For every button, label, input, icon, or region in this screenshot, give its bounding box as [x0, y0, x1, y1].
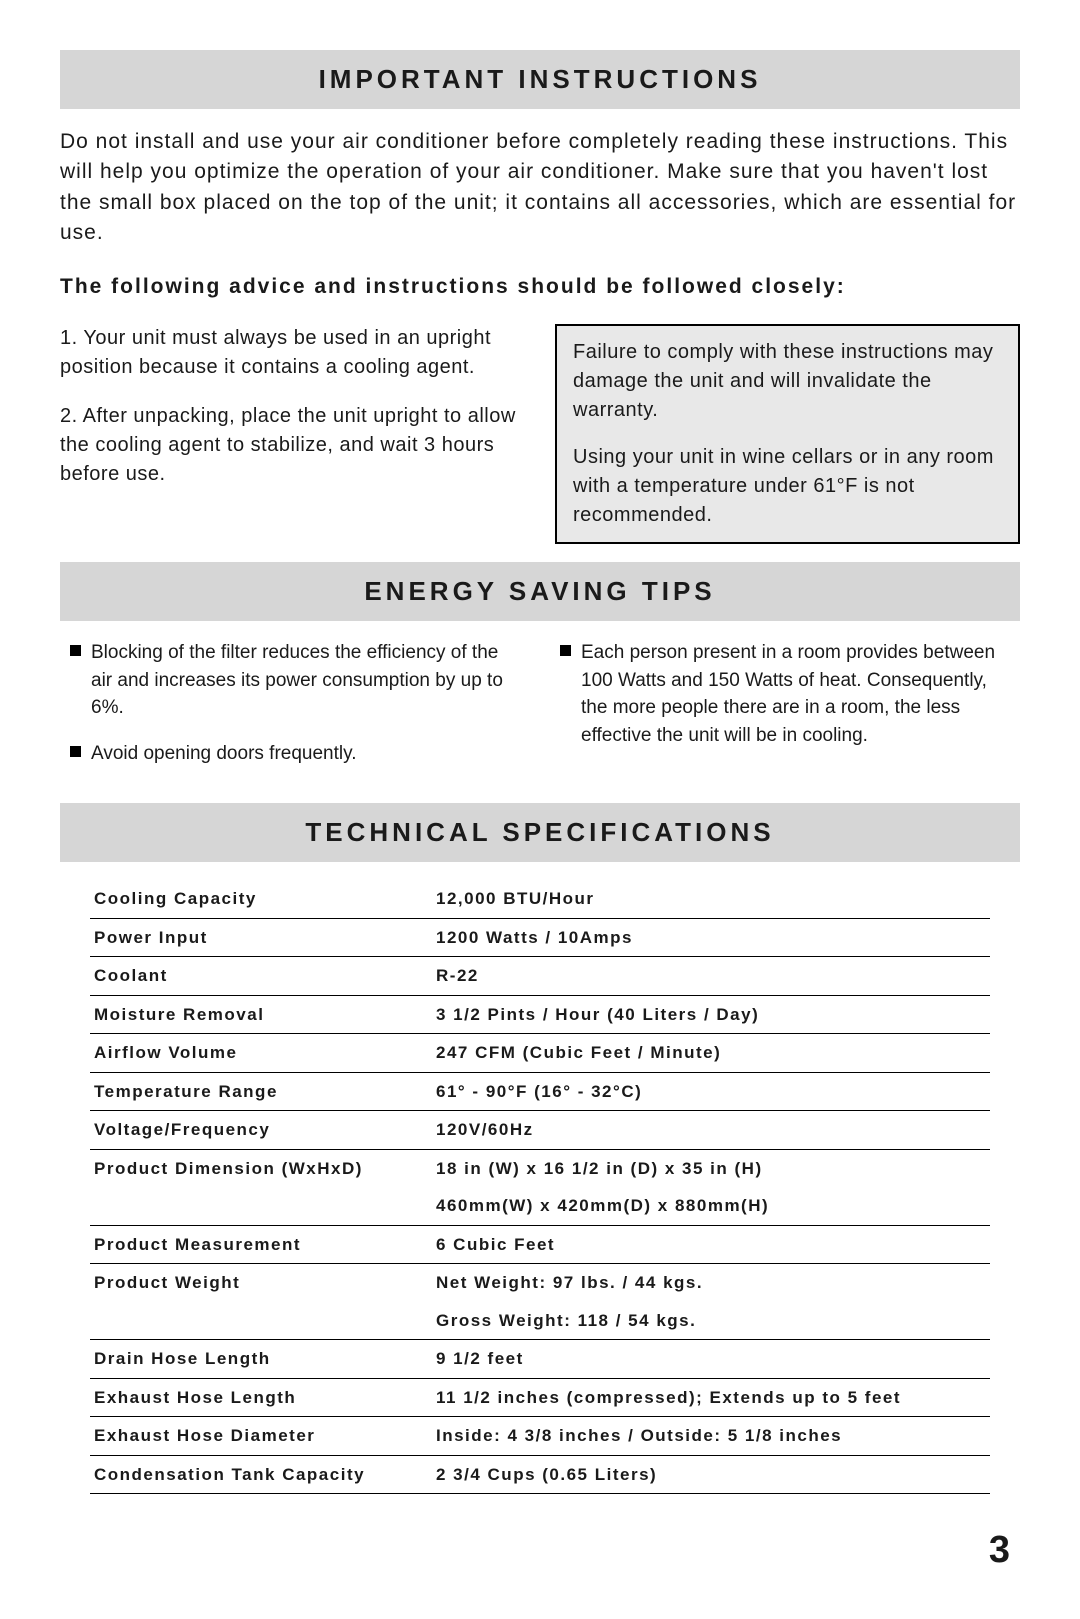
spec-label: Product Dimension (WxHxD) [90, 1149, 432, 1187]
spec-value: 12,000 BTU/Hour [432, 880, 990, 918]
spec-value: 18 in (W) x 16 1/2 in (D) x 35 in (H) [432, 1149, 990, 1187]
spec-label: Coolant [90, 957, 432, 996]
spec-row: Moisture Removal3 1/2 Pints / Hour (40 L… [90, 995, 990, 1034]
spec-row: Voltage/Frequency120V/60Hz [90, 1111, 990, 1150]
instructions-left: 1. Your unit must always be used in an u… [60, 324, 525, 544]
spec-value: 247 CFM (Cubic Feet / Minute) [432, 1034, 990, 1073]
spec-value: 3 1/2 Pints / Hour (40 Liters / Day) [432, 995, 990, 1034]
instructions-right: Failure to comply with these instruction… [555, 324, 1020, 544]
energy-tips-columns: Blocking of the filter reduces the effic… [70, 639, 1010, 785]
spec-label: Airflow Volume [90, 1034, 432, 1073]
section-header-important: IMPORTANT INSTRUCTIONS [60, 50, 1020, 109]
bullet-square-icon [70, 645, 81, 656]
tip-text: Each person present in a room provides b… [581, 639, 1010, 749]
tip-doors: Avoid opening doors frequently. [70, 740, 520, 768]
spec-value: 9 1/2 feet [432, 1340, 990, 1379]
spec-value: Net Weight: 97 lbs. / 44 kgs. [432, 1264, 990, 1302]
spec-label: Moisture Removal [90, 995, 432, 1034]
spec-row: Gross Weight: 118 / 54 kgs. [90, 1302, 990, 1340]
spec-value: 120V/60Hz [432, 1111, 990, 1150]
instructions-columns: 1. Your unit must always be used in an u… [60, 324, 1020, 544]
spec-label: Cooling Capacity [90, 880, 432, 918]
bullet-square-icon [70, 746, 81, 757]
specs-table: Cooling Capacity12,000 BTU/Hour Power In… [90, 880, 990, 1494]
spec-row: CoolantR-22 [90, 957, 990, 996]
instruction-1: 1. Your unit must always be used in an u… [60, 324, 525, 382]
spec-label: Condensation Tank Capacity [90, 1455, 432, 1494]
tip-people: Each person present in a room provides b… [560, 639, 1010, 749]
spec-row: Cooling Capacity12,000 BTU/Hour [90, 880, 990, 918]
spec-value: 6 Cubic Feet [432, 1225, 990, 1264]
spec-row: Product WeightNet Weight: 97 lbs. / 44 k… [90, 1264, 990, 1302]
spec-value: Gross Weight: 118 / 54 kgs. [432, 1302, 990, 1340]
spec-row: Drain Hose Length9 1/2 feet [90, 1340, 990, 1379]
spec-label [90, 1302, 432, 1340]
spec-row: Product Measurement6 Cubic Feet [90, 1225, 990, 1264]
spec-row: Exhaust Hose DiameterInside: 4 3/8 inche… [90, 1417, 990, 1456]
spec-label: Voltage/Frequency [90, 1111, 432, 1150]
warning-box: Failure to comply with these instruction… [555, 324, 1020, 544]
spec-label: Power Input [90, 918, 432, 957]
spec-label: Product Weight [90, 1264, 432, 1302]
warning-2: Using your unit in wine cellars or in an… [573, 443, 1002, 530]
tips-left: Blocking of the filter reduces the effic… [70, 639, 520, 785]
tip-text: Avoid opening doors frequently. [91, 740, 356, 768]
spec-value: 11 1/2 inches (compressed); Extends up t… [432, 1378, 990, 1417]
page-number: 3 [60, 1522, 1020, 1579]
spec-label: Exhaust Hose Length [90, 1378, 432, 1417]
spec-row: Temperature Range61° - 90°F (16° - 32°C) [90, 1072, 990, 1111]
intro-paragraph: Do not install and use your air conditio… [60, 127, 1020, 249]
spec-label: Product Measurement [90, 1225, 432, 1264]
tip-filter: Blocking of the filter reduces the effic… [70, 639, 520, 722]
section-header-energy: ENERGY SAVING TIPS [60, 562, 1020, 621]
spec-label [90, 1187, 432, 1225]
spec-row: Power Input1200 Watts / 10Amps [90, 918, 990, 957]
spec-value: 1200 Watts / 10Amps [432, 918, 990, 957]
spec-row: 460mm(W) x 420mm(D) x 880mm(H) [90, 1187, 990, 1225]
bullet-square-icon [560, 645, 571, 656]
warning-1: Failure to comply with these instruction… [573, 338, 1002, 425]
spec-row: Airflow Volume247 CFM (Cubic Feet / Minu… [90, 1034, 990, 1073]
tip-text: Blocking of the filter reduces the effic… [91, 639, 520, 722]
spec-row: Condensation Tank Capacity2 3/4 Cups (0.… [90, 1455, 990, 1494]
spec-value: R-22 [432, 957, 990, 996]
spec-value: 61° - 90°F (16° - 32°C) [432, 1072, 990, 1111]
spec-value: 2 3/4 Cups (0.65 Liters) [432, 1455, 990, 1494]
spec-label: Temperature Range [90, 1072, 432, 1111]
spec-label: Exhaust Hose Diameter [90, 1417, 432, 1456]
tips-right: Each person present in a room provides b… [560, 639, 1010, 785]
spec-value: 460mm(W) x 420mm(D) x 880mm(H) [432, 1187, 990, 1225]
instruction-2: 2. After unpacking, place the unit uprig… [60, 402, 525, 489]
spec-value: Inside: 4 3/8 inches / Outside: 5 1/8 in… [432, 1417, 990, 1456]
advice-heading: The following advice and instructions sh… [60, 271, 1020, 303]
spec-label: Drain Hose Length [90, 1340, 432, 1379]
spec-row: Product Dimension (WxHxD)18 in (W) x 16 … [90, 1149, 990, 1187]
section-header-specs: TECHNICAL SPECIFICATIONS [60, 803, 1020, 862]
spec-row: Exhaust Hose Length11 1/2 inches (compre… [90, 1378, 990, 1417]
